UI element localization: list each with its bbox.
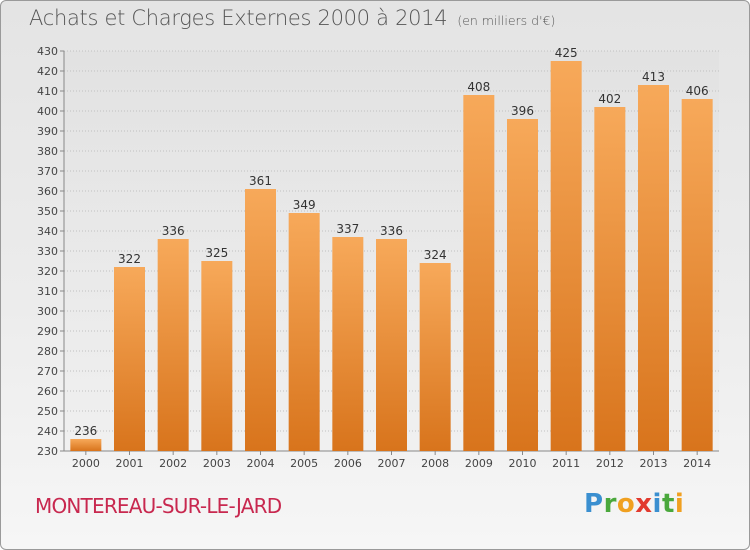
x-tick-label-2003: 2003 xyxy=(203,457,231,470)
data-label-2008: 324 xyxy=(424,248,447,262)
bar-2010 xyxy=(507,119,538,451)
data-label-2002: 336 xyxy=(162,224,185,238)
bar-2000 xyxy=(70,439,102,451)
x-tick-label-2008: 2008 xyxy=(421,457,449,470)
bar-2012 xyxy=(594,107,626,451)
bar-2001 xyxy=(114,267,145,451)
x-tick-label-2013: 2013 xyxy=(640,457,668,470)
logo-letter-3: x xyxy=(635,489,653,519)
data-label-2003: 325 xyxy=(205,246,228,260)
logo-letter-1: r xyxy=(603,489,617,519)
y-tick-label-250: 250 xyxy=(37,405,58,418)
bar-2007 xyxy=(376,239,407,451)
chart-title-text: Achats et Charges Externes 2000 à 2014 xyxy=(29,6,448,30)
data-label-2013: 413 xyxy=(642,70,665,84)
y-tick-label-380: 380 xyxy=(37,145,58,158)
y-tick-label-400: 400 xyxy=(37,105,58,118)
data-label-2012: 402 xyxy=(598,92,621,106)
x-tick-label-2009: 2009 xyxy=(465,457,493,470)
y-tick-label-260: 260 xyxy=(37,385,58,398)
bar-2006 xyxy=(332,237,364,451)
x-tick-label-2010: 2010 xyxy=(509,457,537,470)
y-tick-label-240: 240 xyxy=(37,425,58,438)
x-tick-label-2001: 2001 xyxy=(116,457,144,470)
logo-letter-2: o xyxy=(616,489,636,519)
bar-2009 xyxy=(463,95,495,451)
y-tick-label-280: 280 xyxy=(37,345,58,358)
y-tick-label-230: 230 xyxy=(37,445,58,458)
data-label-2000: 236 xyxy=(74,424,97,438)
logo-letter-5: t xyxy=(661,489,675,519)
data-label-2005: 349 xyxy=(293,198,316,212)
x-tick-label-2000: 2000 xyxy=(72,457,100,470)
logo-letter-0: P xyxy=(584,489,604,519)
x-tick-label-2002: 2002 xyxy=(159,457,187,470)
y-tick-label-300: 300 xyxy=(37,305,58,318)
bar-2014 xyxy=(681,99,713,451)
data-label-2007: 336 xyxy=(380,224,403,238)
bar-2011 xyxy=(550,61,582,451)
y-tick-label-310: 310 xyxy=(37,285,58,298)
bar-2003 xyxy=(201,261,233,451)
y-tick-label-360: 360 xyxy=(37,185,58,198)
data-label-2011: 425 xyxy=(555,46,578,60)
y-tick-label-350: 350 xyxy=(37,205,58,218)
logo-letter-4: i xyxy=(652,489,662,519)
y-tick-label-390: 390 xyxy=(37,125,58,138)
x-tick-label-2014: 2014 xyxy=(683,457,711,470)
y-tick-label-420: 420 xyxy=(37,65,58,78)
data-label-2010: 396 xyxy=(511,104,534,118)
data-label-2014: 406 xyxy=(686,84,709,98)
logo-letter-6: i xyxy=(674,489,685,519)
data-label-2006: 337 xyxy=(336,222,359,236)
data-label-2001: 322 xyxy=(118,252,141,266)
bar-2005 xyxy=(288,213,320,451)
y-tick-label-290: 290 xyxy=(37,325,58,338)
y-tick-label-340: 340 xyxy=(37,225,58,238)
bar-2004 xyxy=(245,189,276,451)
x-tick-label-2006: 2006 xyxy=(334,457,362,470)
y-tick-label-430: 430 xyxy=(37,45,58,58)
x-tick-label-2011: 2011 xyxy=(552,457,580,470)
location-name: MONTEREAU-SUR-LE-JARD xyxy=(35,494,282,518)
data-label-2004: 361 xyxy=(249,174,272,188)
y-tick-label-320: 320 xyxy=(37,265,58,278)
x-tick-label-2005: 2005 xyxy=(290,457,318,470)
x-tick-label-2012: 2012 xyxy=(596,457,624,470)
data-label-2009: 408 xyxy=(467,80,490,94)
x-tick-label-2004: 2004 xyxy=(247,457,275,470)
y-tick-label-270: 270 xyxy=(37,365,58,378)
y-tick-label-370: 370 xyxy=(37,165,58,178)
bar-2002 xyxy=(157,239,189,451)
bar-2008 xyxy=(419,263,451,451)
y-tick-label-330: 330 xyxy=(37,245,58,258)
x-tick-label-2007: 2007 xyxy=(378,457,406,470)
bar-2013 xyxy=(638,85,669,451)
y-tick-label-410: 410 xyxy=(37,85,58,98)
chart-title: Achats et Charges Externes 2000 à 2014 (e… xyxy=(29,6,555,30)
chart-subtitle: (en milliers d'€) xyxy=(457,13,556,28)
